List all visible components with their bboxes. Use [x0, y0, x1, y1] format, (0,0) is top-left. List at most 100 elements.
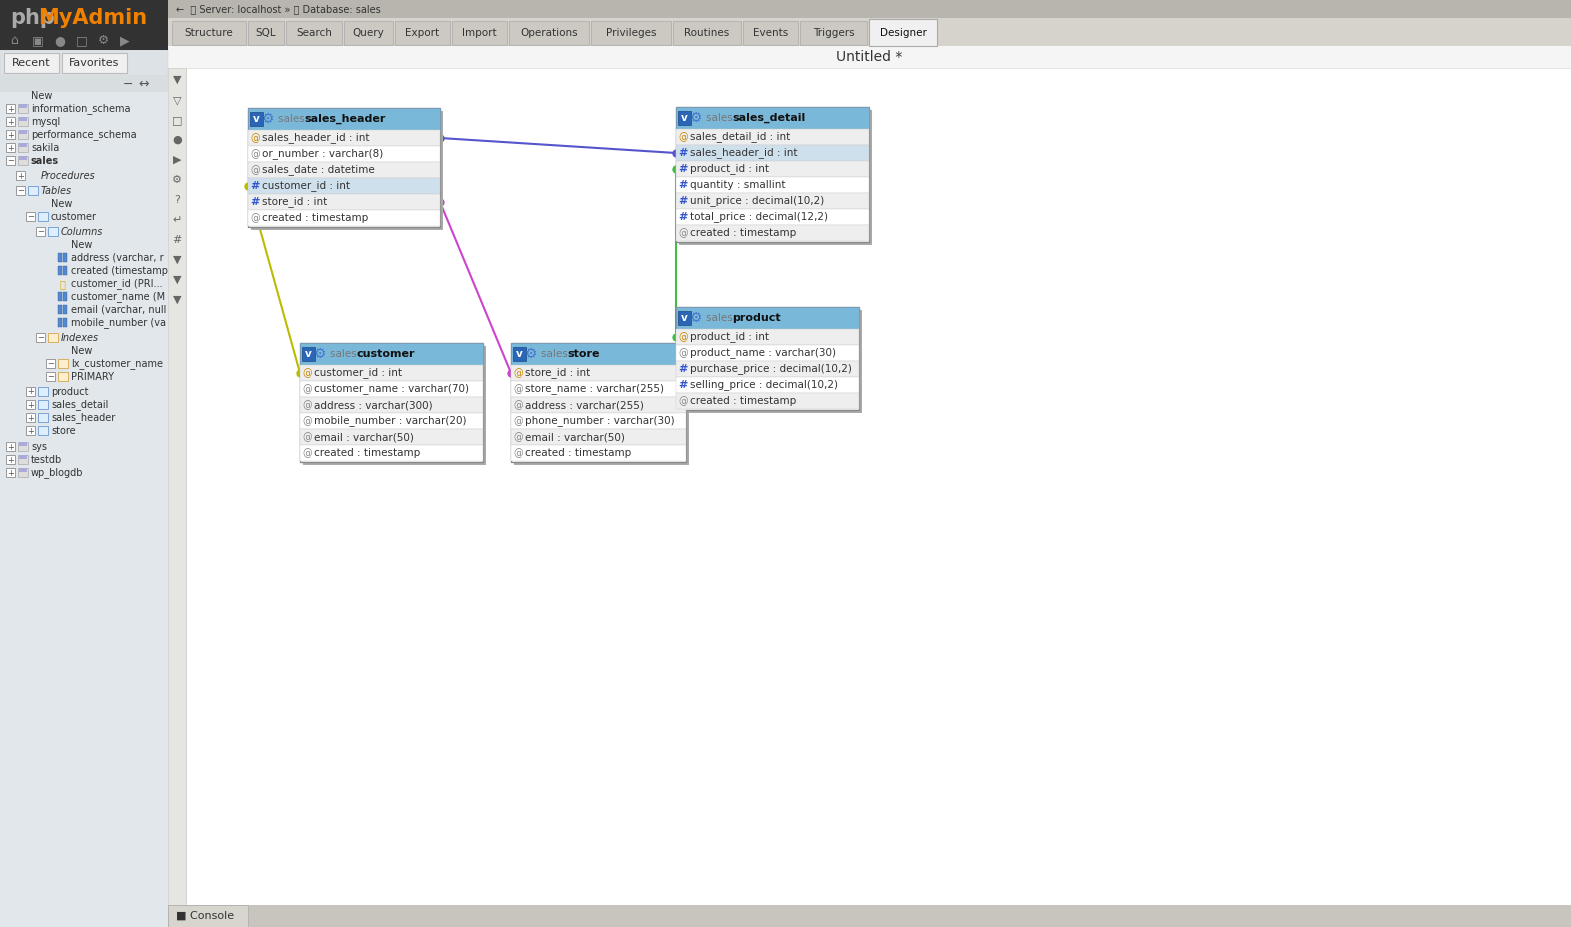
Text: ↔: ↔ [138, 78, 149, 91]
Text: +: + [27, 387, 35, 397]
Text: address : varchar(300): address : varchar(300) [314, 400, 432, 410]
Text: v: v [253, 114, 259, 124]
Text: v: v [517, 349, 523, 359]
Bar [28, 186, 38, 195]
Text: #: # [679, 364, 688, 374]
Bar [869, 19, 936, 46]
Text: total_price : decimal(12,2): total_price : decimal(12,2) [690, 211, 828, 222]
Text: @: @ [679, 228, 688, 238]
Bar [676, 209, 869, 225]
Text: @: @ [679, 396, 688, 406]
Text: sales_header_id : int: sales_header_id : int [262, 133, 369, 144]
Bar [300, 413, 482, 429]
Bar [511, 445, 687, 461]
Text: customer: customer [50, 212, 97, 222]
Text: Triggers: Triggers [812, 28, 855, 38]
Text: −: − [27, 212, 35, 222]
Bar [251, 111, 443, 230]
Text: created : timestamp: created : timestamp [262, 213, 368, 223]
Bar [19, 156, 27, 160]
Text: +: + [6, 468, 14, 477]
Text: Query: Query [352, 28, 383, 38]
Text: +: + [6, 455, 14, 464]
Text: ▣: ▣ [31, 34, 44, 47]
Text: −: − [47, 373, 53, 382]
Text: @: @ [250, 133, 259, 143]
Text: #: # [679, 148, 688, 158]
Bar [511, 429, 687, 445]
Bar [511, 343, 687, 365]
Text: +: + [27, 413, 35, 423]
Bar [38, 413, 49, 422]
Bar [63, 266, 68, 275]
Text: Tables: Tables [41, 186, 72, 196]
Bar [511, 343, 687, 462]
Text: +: + [27, 426, 35, 436]
Bar [302, 347, 316, 361]
Text: +: + [17, 171, 24, 181]
Text: +: + [6, 105, 14, 113]
Bar [300, 365, 482, 381]
Bar [16, 186, 25, 195]
Bar [58, 318, 61, 327]
Text: Favorites: Favorites [69, 58, 119, 68]
Text: #: # [250, 197, 259, 207]
Bar [676, 193, 869, 209]
Text: ⚙: ⚙ [314, 347, 327, 361]
Bar [17, 104, 28, 113]
Text: sales_header: sales_header [50, 413, 115, 424]
Text: +: + [27, 400, 35, 410]
Text: ⚙: ⚙ [690, 311, 702, 325]
Text: New: New [71, 346, 93, 356]
Bar [248, 210, 440, 226]
Bar [19, 143, 27, 147]
Bar [0, 50, 168, 76]
Bar [19, 468, 27, 472]
Bar [6, 455, 16, 464]
Text: mobile_number (va: mobile_number (va [71, 318, 167, 328]
Text: created : timestamp: created : timestamp [690, 396, 796, 406]
Bar [19, 104, 27, 108]
Text: ⚙: ⚙ [690, 111, 702, 125]
Text: or_number : varchar(8): or_number : varchar(8) [262, 148, 383, 159]
Text: ■ Console: ■ Console [176, 911, 234, 921]
Text: □: □ [75, 34, 88, 47]
Text: ▽: ▽ [173, 95, 181, 105]
Text: sales_detail_id : int: sales_detail_id : int [690, 132, 790, 143]
Text: Export: Export [405, 28, 440, 38]
Text: @: @ [679, 132, 688, 142]
Bar [185, 68, 1571, 905]
Bar [171, 21, 245, 45]
Bar [17, 130, 28, 139]
Text: Recent: Recent [11, 58, 50, 68]
Bar [58, 359, 68, 368]
Text: store: store [50, 426, 75, 436]
Text: customer_name (M: customer_name (M [71, 292, 165, 302]
Bar [514, 347, 526, 361]
Text: sales: sales [705, 313, 735, 323]
Bar [0, 76, 168, 92]
Text: sales_header: sales_header [305, 114, 386, 124]
Text: ▼: ▼ [173, 75, 181, 85]
Text: product_id : int: product_id : int [690, 332, 768, 342]
Text: @: @ [514, 432, 523, 442]
Text: Import: Import [462, 28, 496, 38]
Text: Structure: Structure [184, 28, 233, 38]
Text: #: # [250, 181, 259, 191]
Bar [672, 21, 740, 45]
Bar [248, 21, 284, 45]
Text: ▼: ▼ [173, 295, 181, 305]
Bar [63, 292, 68, 301]
Bar [743, 21, 798, 45]
Text: 🔑: 🔑 [60, 279, 64, 289]
Text: created : timestamp: created : timestamp [690, 228, 796, 238]
Text: +: + [6, 144, 14, 153]
Text: created (timestamp: created (timestamp [71, 266, 168, 276]
Text: ⚙: ⚙ [171, 175, 182, 185]
Bar [168, 0, 1571, 18]
Bar [17, 156, 28, 165]
Text: wp_blogdb: wp_blogdb [31, 467, 83, 478]
Text: lx_customer_name: lx_customer_name [71, 359, 163, 370]
Bar [511, 381, 687, 397]
Text: @: @ [302, 384, 311, 394]
